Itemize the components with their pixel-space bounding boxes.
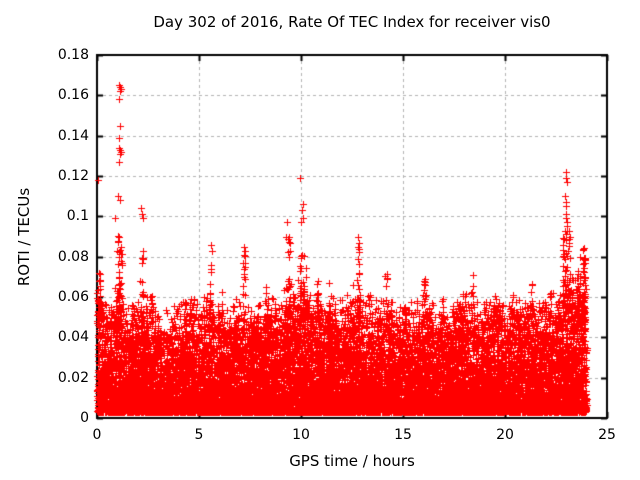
chart-title: Day 302 of 2016, Rate Of TEC Index for r… xyxy=(153,13,551,31)
x-tick-label: 20 xyxy=(496,427,514,443)
x-tick-label: 25 xyxy=(598,427,616,443)
y-tick-label: 0.12 xyxy=(57,168,89,184)
y-tick-label: 0.06 xyxy=(57,289,89,305)
x-tick-label: 15 xyxy=(394,427,412,443)
x-tick-label: 0 xyxy=(92,427,102,443)
y-tick-label: 0.14 xyxy=(57,127,89,144)
x-tick-label: 5 xyxy=(194,427,204,443)
y-tick-label: 0.16 xyxy=(57,87,89,104)
y-tick-label: 0.08 xyxy=(57,248,89,265)
y-tick-label: 0 xyxy=(80,410,89,426)
y-tick-label: 0.18 xyxy=(57,47,89,63)
y-axis-label: ROTI / TECUs xyxy=(15,187,33,287)
y-tick-label: 0.02 xyxy=(57,369,89,386)
y-tick-label: 0.04 xyxy=(57,329,89,346)
x-tick-label: 10 xyxy=(292,427,310,443)
x-axis-label: GPS time / hours xyxy=(289,452,415,470)
y-tick-label: 0.1 xyxy=(66,208,89,225)
